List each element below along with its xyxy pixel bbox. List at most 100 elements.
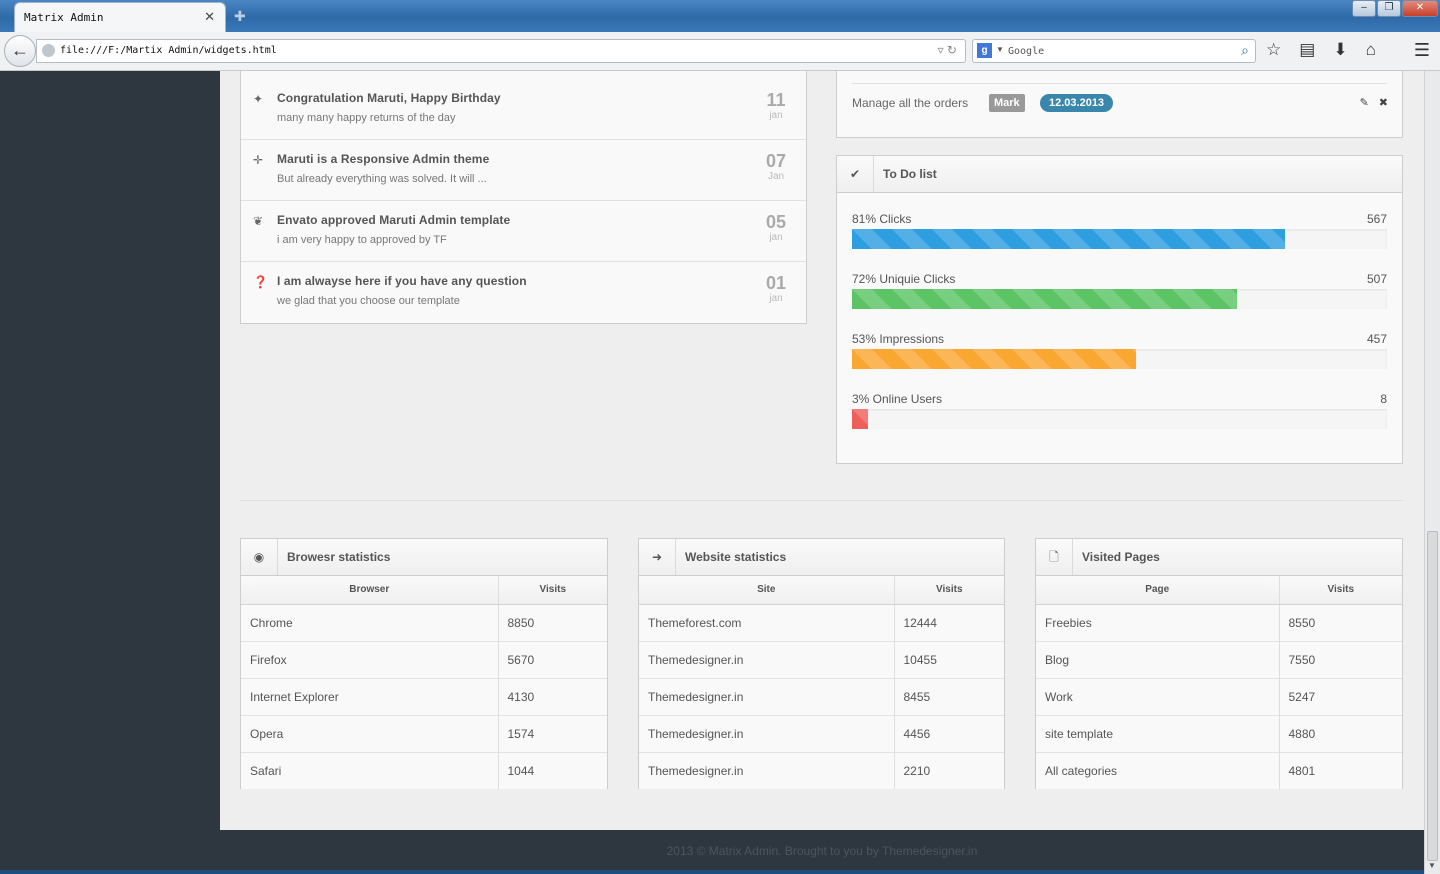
minimize-icon[interactable]: – [1352, 0, 1376, 17]
close-icon[interactable]: ✖ [1378, 97, 1388, 109]
table-row: Themeforest.com 12444 [639, 604, 1004, 641]
progress-item: 81% Clicks 567 [852, 212, 1387, 252]
column-header: Page [1036, 576, 1280, 605]
stats-table: Browser Visits Chrome 8850 Firefox 5670 In… [241, 576, 607, 789]
download-icon[interactable]: ⬇ [1333, 40, 1348, 59]
cell: 4801 [1279, 751, 1402, 789]
table-row: Themedesigner.in 10455 [639, 640, 1004, 678]
table-row: Chrome 8850 [241, 604, 607, 641]
widget-title: Website statistics [685, 550, 787, 564]
cell: 1574 [498, 714, 607, 752]
cell: Firefox [241, 640, 499, 678]
home-icon[interactable]: ⌂ [1365, 40, 1376, 59]
cell: Work [1036, 677, 1280, 715]
post-title: Maruti is a Responsive Admin theme [277, 152, 490, 166]
browser-tab[interactable]: Matrix Admin ✕ [14, 2, 226, 32]
cell: Themedesigner.in [639, 640, 895, 678]
file-icon: 🗋 [1036, 539, 1073, 575]
browser-titlebar: Matrix Admin ✕ ✚ – ❐ ✕ [0, 0, 1440, 32]
search-icon[interactable]: ⌕ [1241, 42, 1249, 58]
progress-value: 8 [1380, 392, 1387, 406]
cell: 7550 [1279, 640, 1402, 678]
cell: 2210 [894, 751, 1004, 789]
cell: site template [1036, 714, 1280, 752]
cell: 4880 [1279, 714, 1402, 752]
progress-item: 72% Uniquie Clicks 507 [852, 272, 1387, 312]
post-desc: But already everything was solved. It wi… [277, 173, 487, 185]
globe-icon [42, 44, 55, 57]
progress-item: 3% Online Users 8 [852, 392, 1387, 432]
table-row: Firefox 5670 [241, 640, 607, 678]
progress-track [852, 349, 1387, 369]
new-tab-icon[interactable]: ✚ [234, 8, 246, 24]
progress-label: 81% Clicks [852, 212, 912, 226]
chevron-down-icon[interactable]: ▼ [996, 45, 1004, 54]
cell: Opera [241, 714, 499, 752]
search-engine-icon[interactable]: g [977, 43, 992, 58]
reading-list-icon[interactable]: ▤ [1299, 40, 1316, 59]
restore-icon[interactable]: ❐ [1377, 0, 1401, 17]
toolbar-icons: ☆ ▤ ⬇ ⌂ [1266, 40, 1376, 60]
scroll-down-icon[interactable]: ▼ [1428, 861, 1436, 870]
progress-track [852, 229, 1387, 249]
cell: 8455 [894, 677, 1004, 715]
post-date: 11 jan [761, 90, 791, 122]
reload-icon[interactable]: ▿ ↻ [937, 43, 957, 57]
search-bar[interactable]: g ▼ Google ⌕ [972, 39, 1256, 63]
cell: Internet Explorer [241, 677, 499, 715]
post-date: 01 jan [761, 273, 791, 305]
cell: Blog [1036, 640, 1280, 678]
stats-table: Page Visits Freebies 8550 Blog 7550 Work 52… [1036, 576, 1402, 789]
post-item[interactable]: ✛ Maruti is a Responsive Admin theme But… [241, 140, 806, 201]
post-month: jan [769, 232, 783, 243]
table-row: Freebies 8550 [1036, 604, 1402, 641]
pencil-icon[interactable]: ✎ [1359, 97, 1369, 109]
post-month: Jan [767, 171, 785, 182]
post-month: jan [769, 110, 783, 121]
progress-label: 72% Uniquie Clicks [852, 272, 956, 286]
progress-label: 3% Online Users [852, 392, 943, 406]
widget-title: Browesr statistics [287, 550, 391, 564]
search-placeholder: Google [1008, 46, 1045, 57]
post-desc: we glad that you choose our template [277, 295, 460, 307]
progress-value: 457 [1366, 332, 1387, 346]
address-bar[interactable]: file:///F:/Martix Admin/widgets.html ▿ ↻ [36, 39, 966, 63]
progress-fill [852, 349, 1136, 369]
post-date: 07 Jan [761, 151, 791, 183]
column-header: Visits [1279, 576, 1402, 605]
column-header: Browser [241, 576, 499, 605]
cell: 12444 [894, 604, 1004, 641]
sidebar [0, 71, 220, 874]
post-item[interactable]: ❦ Envato approved Maruti Admin template … [241, 201, 806, 262]
cell: 8850 [498, 604, 607, 641]
column-header: Visits [498, 576, 607, 605]
post-item[interactable]: ❓ I am alwayse here if you have any ques… [241, 262, 806, 323]
eye-icon: ◉ [241, 539, 278, 575]
progress-value: 567 [1366, 212, 1387, 226]
post-title: Envato approved Maruti Admin template [277, 213, 511, 227]
arrow-right-icon: ➜ [639, 539, 676, 575]
scrollbar-thumb[interactable] [1427, 531, 1438, 861]
post-day: 01 [765, 273, 787, 293]
cell: Themedesigner.in [639, 751, 895, 789]
window-close-icon[interactable]: ✕ [1402, 0, 1438, 17]
bookmark-star-icon[interactable]: ☆ [1266, 40, 1282, 59]
section-divider [240, 500, 1403, 501]
cell: Themedesigner.in [639, 714, 895, 752]
back-icon[interactable]: ← [4, 35, 36, 67]
page-footer: 2013 © Matrix Admin. Brought to you by T… [220, 830, 1424, 874]
menu-icon[interactable]: ☰ [1413, 40, 1430, 60]
vertical-scrollbar[interactable]: ▼ [1424, 71, 1440, 874]
progress-label: 53% Impressions [852, 332, 945, 346]
footer-text: 2013 © Matrix Admin. Brought to you by T… [666, 844, 978, 858]
tab-close-icon[interactable]: ✕ [204, 9, 215, 24]
move-icon: ✛ [253, 153, 264, 167]
date-badge: 12.03.2013 [1040, 94, 1114, 112]
progress-track [852, 409, 1387, 429]
cell: Safari [241, 751, 499, 789]
table-row: Themedesigner.in 2210 [639, 751, 1004, 789]
visited-pages-widget: 🗋 Visited Pages Page Visits Freebies 8550… [1035, 538, 1403, 789]
post-title: Congratulation Maruti, Happy Birthday [277, 91, 501, 105]
table-row: Themedesigner.in 8455 [639, 677, 1004, 715]
post-item[interactable]: ✦ Congratulation Maruti, Happy Birthday … [241, 79, 806, 140]
